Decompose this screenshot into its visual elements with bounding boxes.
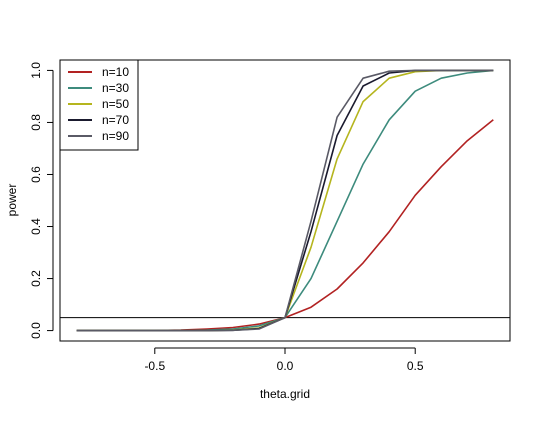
y-tick-label: 0.0 <box>29 322 43 339</box>
y-tick-label: 1.0 <box>29 62 43 79</box>
plot-layer <box>60 69 510 332</box>
series-line-n-70 <box>76 69 494 332</box>
y-tick-label: 0.6 <box>29 166 43 183</box>
plot-frame <box>59 59 511 342</box>
x-tick-label: -0.5 <box>144 359 165 373</box>
legend-label: n=30 <box>102 81 129 95</box>
legend-label: n=50 <box>102 97 129 111</box>
series-line-n-50 <box>76 69 494 332</box>
x-axis-label: theta.grid <box>260 387 310 401</box>
x-tick-label: 0.0 <box>277 359 294 373</box>
legend-label: n=70 <box>102 113 129 127</box>
y-tick-label: 0.2 <box>29 270 43 287</box>
legend-label: n=90 <box>102 129 129 143</box>
series-line-n-10 <box>76 119 494 332</box>
y-tick-label: 0.8 <box>29 114 43 131</box>
series-line-n-90 <box>76 69 494 332</box>
legend: n=10 n=30 n=50 n=70 n=90 <box>59 59 139 151</box>
x-tick-label: 0.5 <box>407 359 424 373</box>
axes-layer: -0.5 0.0 0.5 0.0 0.2 0.4 0.6 0.8 1.0 <box>29 59 511 373</box>
y-axis-label: power <box>5 184 19 217</box>
series-line-n-30 <box>76 69 494 332</box>
legend-label: n=10 <box>102 65 129 79</box>
y-tick-label: 0.4 <box>29 218 43 235</box>
